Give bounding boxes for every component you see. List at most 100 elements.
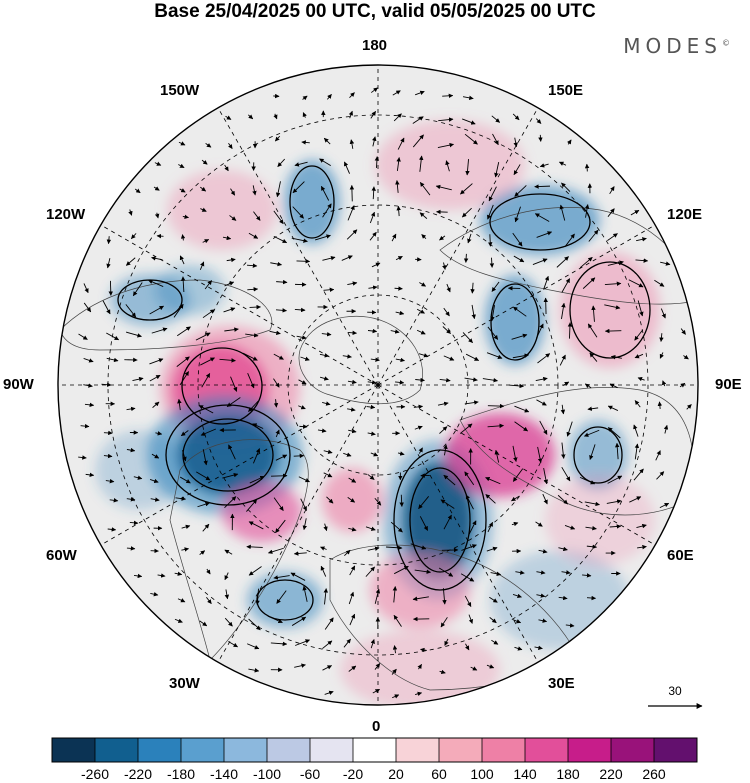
wind-vector xyxy=(370,452,379,457)
colorbar-swatch xyxy=(310,738,353,762)
wind-vector xyxy=(323,137,331,145)
wind-vector xyxy=(348,428,357,434)
wind-vector xyxy=(534,184,550,189)
height-contour xyxy=(569,261,651,359)
wind-vector xyxy=(637,300,644,317)
wind-vector xyxy=(273,497,284,512)
wind-vector xyxy=(275,181,281,198)
wind-vector xyxy=(370,639,375,649)
colorbar-swatch xyxy=(224,738,267,762)
latitude-circle xyxy=(107,114,649,656)
wind-vector xyxy=(487,204,494,220)
anomaly-blob xyxy=(485,275,545,365)
wind-vector xyxy=(460,183,473,195)
wind-vector xyxy=(536,399,547,406)
wind-vector xyxy=(440,499,455,509)
wind-vector xyxy=(565,623,575,628)
wind-vector xyxy=(248,668,260,673)
wind-vector xyxy=(438,567,454,577)
wind-vector xyxy=(180,234,186,241)
wind-vector xyxy=(435,184,452,191)
meridian-line xyxy=(100,384,379,546)
wind-vector xyxy=(561,278,571,293)
wind-vector xyxy=(196,471,211,481)
wind-vector xyxy=(654,279,665,287)
wind-vector xyxy=(106,332,120,341)
wind-vector xyxy=(222,235,232,241)
wind-vector xyxy=(437,142,455,149)
wind-vector xyxy=(490,571,502,577)
wind-vector xyxy=(439,426,448,434)
wind-vector xyxy=(629,496,642,503)
label-0: 0 xyxy=(372,718,381,735)
wind-vector xyxy=(205,143,212,148)
colorbar-label: 140 xyxy=(513,766,537,782)
wind-vector xyxy=(561,570,571,575)
wind-vector xyxy=(78,333,88,340)
wind-vector xyxy=(277,158,286,167)
colorbar-swatch xyxy=(396,738,439,762)
wind-vector xyxy=(323,287,335,293)
wind-vector xyxy=(179,371,190,386)
meridian-line xyxy=(377,384,656,546)
wind-vector xyxy=(393,614,402,627)
wind-vector xyxy=(105,478,115,484)
wind-vector xyxy=(614,442,620,460)
wind-vector xyxy=(567,322,573,339)
colorbar-label: 20 xyxy=(388,766,404,782)
wind-vector xyxy=(224,572,229,581)
wind-vector xyxy=(680,328,686,335)
wind-vector xyxy=(486,352,503,359)
wind-vector xyxy=(537,353,551,364)
wind-vector xyxy=(661,380,667,387)
wind-vector xyxy=(273,210,284,225)
wind-vector xyxy=(343,452,352,457)
wind-vector xyxy=(151,327,168,334)
wind-vector xyxy=(202,239,210,244)
wind-vector xyxy=(176,356,190,368)
wind-vector xyxy=(395,380,405,385)
wind-vector xyxy=(657,401,663,410)
wind-vector xyxy=(390,521,403,533)
wind-vector xyxy=(323,449,333,454)
colorbar-swatch xyxy=(439,738,482,762)
wind-vector xyxy=(125,257,136,266)
wind-vector xyxy=(78,455,87,460)
wind-vector xyxy=(126,447,136,453)
colorbar-swatch xyxy=(353,738,396,762)
colorbar-frame xyxy=(51,737,698,763)
wind-vector xyxy=(439,669,446,675)
wind-vector xyxy=(152,401,160,408)
anomaly-blob xyxy=(490,550,630,650)
wind-vector xyxy=(365,566,375,577)
colorbar-label: -100 xyxy=(252,766,282,782)
wind-vector xyxy=(442,326,451,334)
wind-vector xyxy=(538,618,548,623)
wind-vector xyxy=(491,639,499,645)
wind-vector xyxy=(365,526,376,531)
wind-vector xyxy=(274,135,281,142)
wind-vector xyxy=(149,305,164,315)
wind-vector xyxy=(224,549,233,555)
wind-vector xyxy=(249,475,265,484)
wind-vector xyxy=(228,641,239,648)
wind-vector xyxy=(394,286,403,291)
height-contour xyxy=(289,165,335,239)
wind-vector xyxy=(80,423,90,429)
wind-vector xyxy=(589,352,598,362)
wind-vector xyxy=(609,524,622,529)
wind-vector xyxy=(609,186,615,195)
wind-vector xyxy=(247,114,254,120)
wind-vector xyxy=(543,467,549,485)
wind-vector xyxy=(151,256,163,261)
wind-vector xyxy=(582,277,596,289)
wind-vector xyxy=(347,379,357,385)
wind-vector xyxy=(539,420,548,435)
wind-vector xyxy=(275,429,280,438)
wind-vector xyxy=(174,618,183,623)
wind-vector xyxy=(349,565,356,576)
wind-vector xyxy=(153,186,160,191)
wind-vector xyxy=(319,158,331,167)
wind-vector xyxy=(226,397,241,407)
wind-vector xyxy=(270,261,282,267)
